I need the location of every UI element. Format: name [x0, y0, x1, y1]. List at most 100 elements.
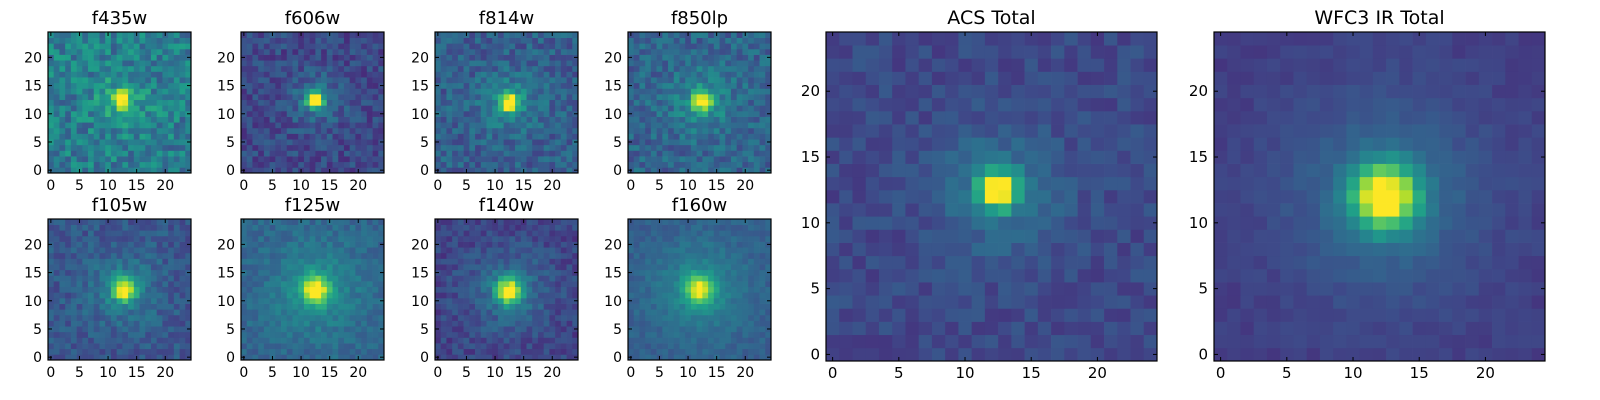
- heatmap-cell: [492, 247, 499, 254]
- heatmap-cell: [88, 88, 95, 95]
- heatmap-cell: [150, 354, 158, 361]
- heatmap-cell: [70, 167, 77, 174]
- y-tick-label: 10: [24, 107, 42, 123]
- heatmap-cell: [628, 303, 635, 310]
- heatmap-cell: [139, 252, 146, 259]
- heatmap-cell: [258, 99, 265, 106]
- heatmap-cell: [173, 43, 180, 50]
- heatmap-cell: [537, 161, 545, 168]
- heatmap-cell: [753, 122, 760, 129]
- heatmap-cell: [639, 150, 646, 157]
- heatmap-cell: [309, 94, 316, 101]
- heatmap-cell: [366, 37, 373, 44]
- heatmap-cell: [515, 156, 522, 163]
- heatmap-cell: [88, 156, 95, 163]
- heatmap-cell: [656, 286, 663, 293]
- heatmap-cell: [566, 48, 573, 55]
- heatmap-cell: [509, 286, 516, 293]
- heatmap-cell: [48, 156, 55, 163]
- heatmap-cell: [378, 144, 385, 151]
- heatmap-cell: [258, 150, 265, 157]
- heatmap-cell: [503, 247, 510, 254]
- heatmap-cell: [332, 292, 339, 299]
- heatmap-cell: [145, 82, 152, 89]
- heatmap-cell: [76, 235, 83, 242]
- heatmap-cell: [457, 337, 464, 344]
- heatmap-cell: [475, 252, 482, 259]
- heatmap-cell: [713, 297, 720, 304]
- heatmap-cell: [309, 122, 316, 129]
- heatmap-cell: [650, 32, 657, 38]
- heatmap-cell: [452, 331, 459, 338]
- heatmap-cell: [269, 37, 276, 44]
- heatmap-cell: [549, 71, 556, 78]
- heatmap-cell: [88, 348, 95, 355]
- heatmap-cell: [70, 224, 77, 231]
- heatmap-cell: [338, 348, 345, 355]
- heatmap-cell: [303, 224, 310, 231]
- heatmap-cell: [713, 303, 720, 310]
- x-tick-label: 10: [292, 365, 310, 381]
- heatmap-cell: [349, 116, 356, 123]
- heatmap-cell: [59, 43, 66, 50]
- heatmap-cell: [150, 161, 158, 168]
- heatmap-cell: [168, 110, 175, 117]
- heatmap-cell: [645, 82, 652, 89]
- heatmap-cell: [338, 241, 345, 248]
- heatmap-cell: [713, 150, 720, 157]
- heatmap-cell: [560, 247, 567, 254]
- heatmap-cell: [252, 116, 259, 123]
- heatmap-cell: [549, 82, 556, 89]
- heatmap-cell: [696, 314, 703, 321]
- heatmap-cell: [497, 150, 504, 157]
- heatmap-cell: [555, 48, 562, 55]
- heatmap-cell: [748, 127, 755, 134]
- heatmap-cell: [440, 110, 447, 117]
- heatmap-cell: [156, 54, 163, 61]
- heatmap-cell: [349, 150, 356, 157]
- heatmap-cell: [309, 150, 316, 157]
- heatmap-cell: [292, 54, 299, 61]
- heatmap-cell: [526, 133, 533, 140]
- heatmap-cell: [338, 60, 345, 67]
- heatmap-cell: [326, 71, 333, 78]
- heatmap-cell: [452, 122, 459, 129]
- heatmap-cell: [65, 320, 72, 327]
- heatmap-cell: [179, 94, 186, 101]
- heatmap-cell: [241, 71, 248, 78]
- heatmap-cell: [662, 77, 669, 84]
- heatmap-cell: [736, 286, 743, 293]
- heatmap-cell: [650, 65, 657, 72]
- heatmap-cell: [105, 94, 112, 101]
- heatmap-cell: [133, 110, 140, 117]
- heatmap-cell: [332, 60, 339, 67]
- heatmap-cell: [338, 167, 345, 174]
- heatmap-cell: [122, 77, 129, 84]
- heatmap-cell: [133, 133, 140, 140]
- heatmap-cell: [298, 348, 305, 355]
- heatmap-cell: [116, 337, 123, 344]
- heatmap-cell: [765, 43, 772, 50]
- heatmap-cell: [133, 331, 140, 338]
- heatmap-cell: [349, 320, 356, 327]
- x-tick-label: 0: [626, 178, 635, 194]
- heatmap-cell: [702, 133, 709, 140]
- heatmap-cell: [59, 235, 66, 242]
- heatmap-cell: [338, 37, 345, 44]
- heatmap-cell: [48, 286, 55, 293]
- heatmap-cell: [338, 110, 345, 117]
- heatmap-cell: [690, 326, 697, 333]
- heatmap-cell: [173, 156, 180, 163]
- heatmap-cell: [532, 275, 539, 282]
- heatmap-cell: [361, 354, 368, 361]
- heatmap-cell: [480, 314, 487, 321]
- heatmap-cell: [633, 275, 640, 282]
- heatmap-cell: [480, 37, 487, 44]
- heatmap-cell: [463, 337, 470, 344]
- heatmap-cell: [343, 320, 351, 327]
- heatmap-cell: [543, 264, 550, 271]
- heatmap-cell: [179, 77, 186, 84]
- heatmap-cell: [258, 241, 265, 248]
- heatmap-cell: [99, 258, 106, 265]
